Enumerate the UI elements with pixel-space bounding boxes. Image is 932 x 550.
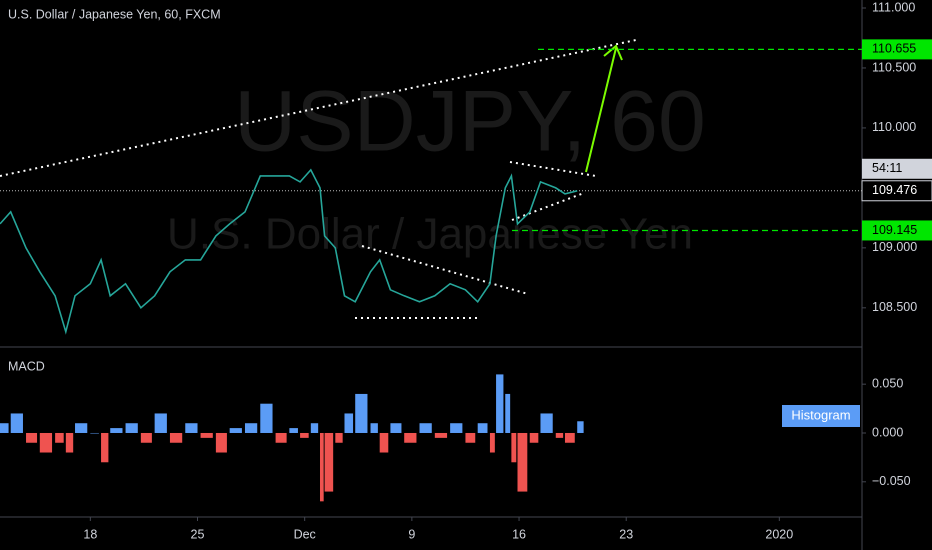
histogram-bar (125, 423, 138, 433)
x-tick-label: 2020 (765, 527, 793, 541)
level-label: 109.145 (872, 223, 917, 237)
histogram-bar (101, 432, 109, 463)
legend-label: Histogram (791, 407, 850, 422)
x-tick-label: 9 (408, 527, 415, 541)
histogram-bar (10, 413, 23, 433)
histogram-bar (169, 432, 183, 443)
histogram-bar (0, 423, 9, 433)
histogram-bar (215, 432, 227, 453)
histogram-bar (517, 432, 528, 492)
histogram-bar (404, 432, 417, 443)
watermark: USDJPY, 60 (234, 74, 706, 170)
price-line (0, 168, 578, 335)
histogram-bar (200, 432, 213, 438)
histogram-bar (289, 428, 298, 433)
histogram-bar (540, 413, 553, 433)
histogram-bar (335, 432, 343, 443)
histogram-bar (465, 432, 476, 443)
histogram-bar (450, 423, 463, 433)
histogram-bar (75, 423, 88, 433)
legend-bg (782, 405, 860, 427)
x-tick-label: Dec (294, 527, 316, 541)
macd-title: MACD (8, 359, 45, 373)
histogram-bar (564, 432, 575, 443)
trendline (0, 39, 637, 177)
histogram-bar (419, 423, 432, 433)
histogram-bar (344, 413, 354, 433)
histogram-bar (555, 432, 564, 438)
histogram-bar (39, 432, 53, 453)
countdown-bg (862, 158, 932, 179)
histogram-bar (355, 393, 368, 433)
x-tick-label: 16 (512, 527, 526, 541)
histogram-bar (229, 428, 242, 433)
histogram-bar (310, 423, 319, 433)
current-price-label: 109.476 (872, 183, 917, 197)
histogram-bar (496, 374, 504, 433)
y-tick-label: 110.000 (872, 120, 916, 134)
histogram-bar (489, 432, 495, 453)
countdown: 54:11 (872, 161, 902, 175)
x-tick-label: 18 (83, 527, 97, 541)
histogram-bar (275, 432, 287, 443)
histogram-bar (90, 432, 99, 434)
y-tick-label: 110.500 (872, 60, 916, 74)
histogram-bar (319, 432, 324, 502)
histogram-bar (577, 421, 584, 433)
arrow-head (603, 44, 623, 61)
level-label-bg (862, 39, 932, 60)
y-tick-label: 108.500 (872, 300, 917, 314)
arrow (585, 47, 617, 173)
histogram-bar (511, 432, 517, 463)
y-tick-label: 109.000 (872, 240, 917, 254)
level-label: 110.655 (872, 42, 916, 56)
y-tick-label: 0.000 (872, 425, 903, 439)
trendline (511, 192, 585, 221)
histogram-bar (300, 432, 309, 438)
trendline (361, 245, 529, 295)
histogram-bar (244, 423, 258, 433)
histogram-bar (26, 432, 38, 443)
histogram-bar (477, 423, 488, 433)
watermark-subtitle: U.S. Dollar / Japanese Yen (167, 210, 693, 259)
histogram-bar (370, 423, 378, 433)
histogram-bar (140, 432, 152, 443)
chart-title: U.S. Dollar / Japanese Yen, 60, FXCM (8, 7, 221, 21)
histogram-bar (505, 393, 511, 433)
level-label-bg (862, 220, 932, 241)
y-tick-label: 111.000 (872, 0, 915, 14)
histogram-bar (55, 432, 64, 443)
histogram-bar (65, 432, 74, 453)
trendline (509, 161, 597, 177)
histogram-bar (185, 423, 198, 433)
histogram-bar (434, 432, 448, 438)
x-tick-label: 23 (619, 527, 633, 541)
histogram-bar (260, 403, 273, 433)
y-tick-label: 0.050 (872, 376, 903, 390)
histogram-bar (390, 423, 402, 433)
histogram-bar (529, 432, 539, 443)
histogram-bar (110, 428, 123, 433)
histogram-bar (324, 432, 334, 492)
histogram-bar (379, 432, 389, 453)
histogram-bar (154, 413, 167, 433)
x-tick-label: 25 (191, 527, 205, 541)
y-tick-label: −0.050 (872, 474, 911, 488)
current-price-bg (861, 180, 932, 202)
